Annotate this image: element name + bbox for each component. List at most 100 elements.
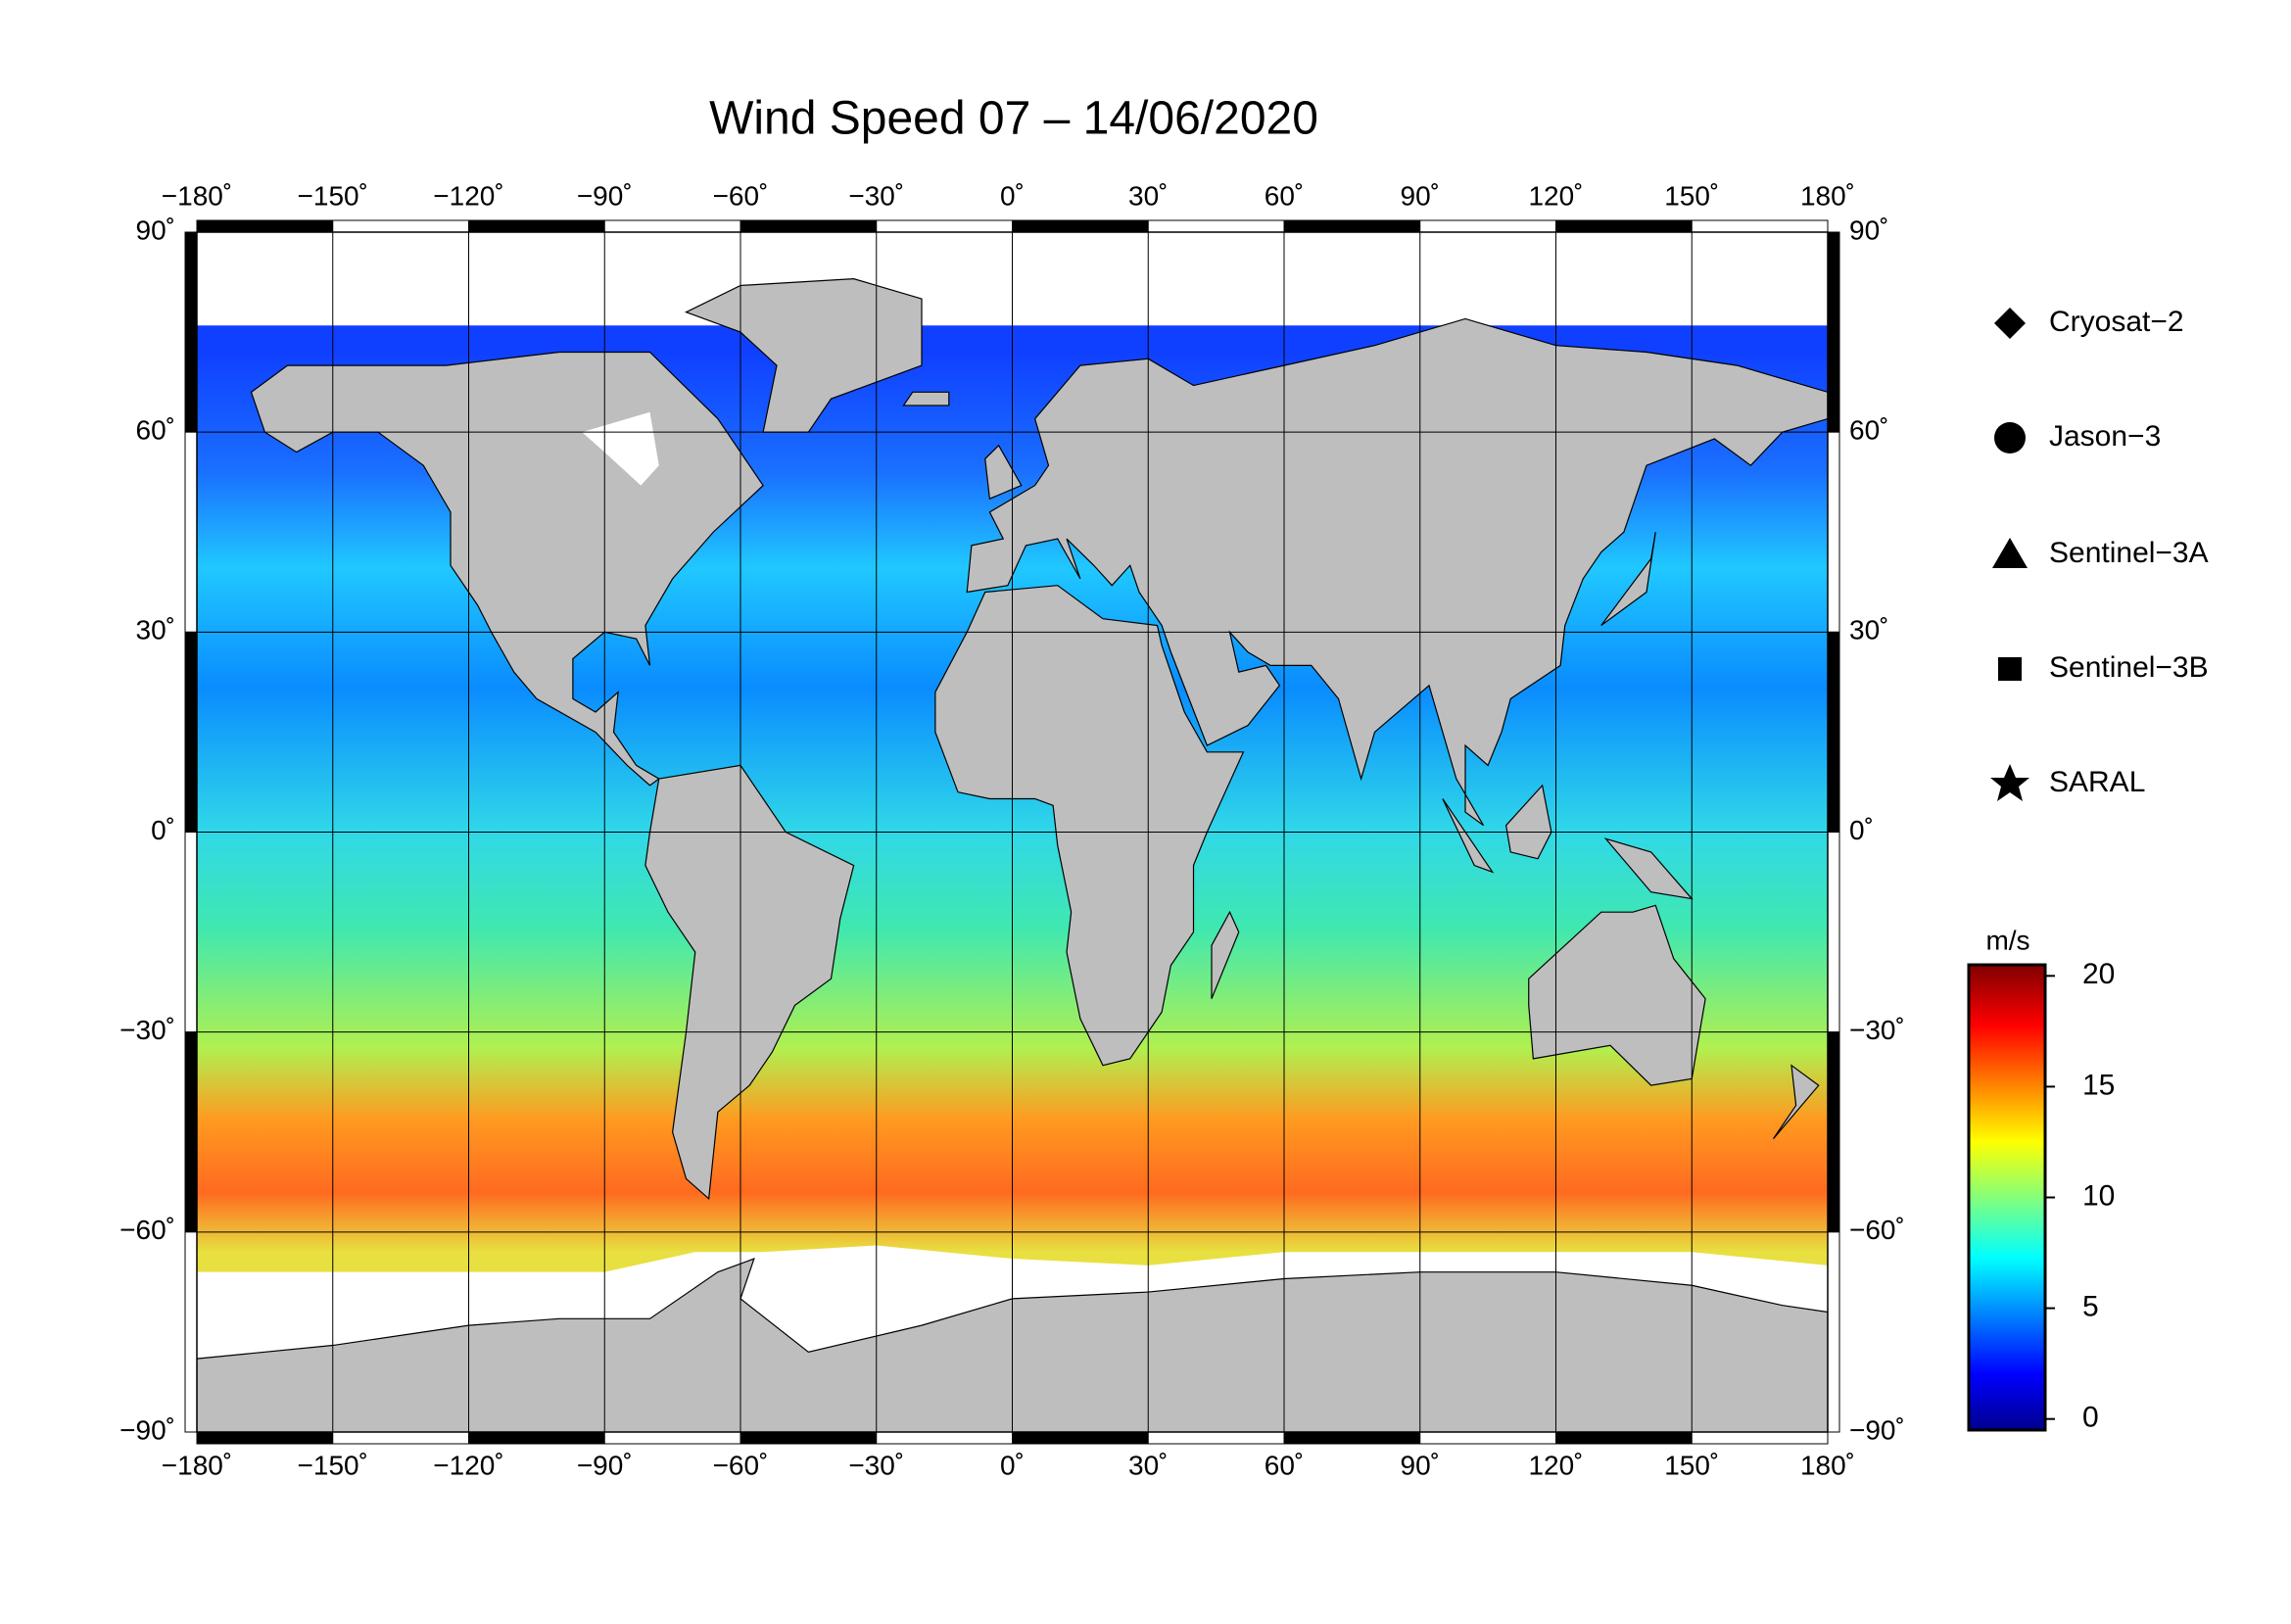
colorbar-tick-label: 10	[2082, 1179, 2115, 1212]
x-tick-label: −150˚	[298, 180, 368, 211]
x-tick-label: −60˚	[713, 180, 769, 211]
legend-label: SARAL	[2049, 766, 2145, 798]
y-tick-label: −30˚	[119, 1015, 175, 1045]
y-tick-label: 30˚	[1849, 615, 1888, 645]
y-tick-label: 90˚	[136, 215, 175, 245]
legend-label: Cryosat−2	[2049, 306, 2184, 338]
frame-bar	[740, 219, 878, 233]
colorbar-label: m/s	[1985, 925, 2029, 955]
x-tick-label: −90˚	[577, 1450, 633, 1480]
frame-bar	[184, 631, 198, 833]
frame-bar	[876, 219, 1013, 233]
frame-bar	[1691, 219, 1829, 233]
legend-label: Sentinel−3B	[2049, 651, 2209, 684]
x-tick-label: 180˚	[1800, 180, 1855, 211]
y-tick-label: 60˚	[1849, 415, 1888, 446]
eurasia	[967, 318, 1828, 825]
frame-bar	[184, 1231, 198, 1433]
colorbar-tick-label: 20	[2082, 958, 2115, 990]
y-tick-label: 60˚	[136, 415, 175, 446]
frame-bar	[468, 219, 605, 233]
legend-label: Jason−3	[2049, 420, 2161, 453]
x-tick-label: −120˚	[433, 180, 503, 211]
frame-bar	[184, 431, 198, 633]
frame-bar	[1283, 1431, 1421, 1445]
frame-bar	[876, 1431, 1013, 1445]
y-tick-label: 0˚	[1849, 815, 1874, 845]
x-tick-label: 0˚	[1000, 180, 1025, 211]
x-tick-label: −180˚	[162, 1450, 232, 1480]
frame-bar	[603, 219, 741, 233]
frame-bar	[184, 231, 198, 433]
frame-bar	[1827, 231, 1840, 433]
greenland	[687, 279, 923, 433]
legend-symbol	[1998, 657, 2022, 681]
x-tick-label: 150˚	[1664, 180, 1719, 211]
map-frame	[196, 231, 1829, 1433]
x-tick-label: −60˚	[713, 1450, 769, 1480]
x-tick-label: 0˚	[1000, 1450, 1025, 1480]
x-tick-label: 30˚	[1128, 1450, 1168, 1480]
y-tick-label: −90˚	[119, 1414, 175, 1445]
x-tick-label: 30˚	[1128, 180, 1168, 211]
x-tick-label: 120˚	[1528, 1450, 1583, 1480]
frame-bar	[332, 219, 469, 233]
frame-bar	[468, 1431, 605, 1445]
frame-bar	[1691, 1431, 1829, 1445]
chart-title: Wind Speed 07 – 14/06/2020	[709, 93, 1318, 145]
y-tick-label: −60˚	[119, 1215, 175, 1245]
colorbar-tick-label: 15	[2082, 1069, 2115, 1101]
iceland	[904, 392, 949, 406]
legend-symbol	[1992, 538, 2028, 568]
colorbar-tick-label: 5	[2082, 1291, 2099, 1323]
australia	[1529, 905, 1705, 1085]
colorbar-gradient	[1967, 963, 2047, 1432]
frame-bar	[1827, 832, 1840, 1033]
frame-bar	[1827, 1231, 1840, 1433]
frame-bar	[332, 1431, 469, 1445]
new-zealand	[1774, 1066, 1819, 1139]
frame-bar	[1555, 219, 1693, 233]
legend	[1990, 308, 2029, 801]
y-tick-label: −90˚	[1849, 1414, 1905, 1445]
south-america	[645, 765, 854, 1198]
x-tick-label: 120˚	[1528, 180, 1583, 211]
x-tick-label: 180˚	[1800, 1450, 1855, 1480]
legend-symbol	[1990, 764, 2029, 801]
y-tick-label: 0˚	[151, 815, 175, 845]
borneo	[1506, 786, 1551, 859]
frame-bar	[1147, 219, 1285, 233]
frame-bar	[1419, 219, 1556, 233]
hudson-bay	[582, 411, 659, 486]
x-tick-label: 60˚	[1265, 1450, 1304, 1480]
x-tick-label: 150˚	[1664, 1450, 1719, 1480]
y-tick-label: −30˚	[1849, 1015, 1905, 1045]
frame-bar	[1012, 1431, 1149, 1445]
legend-symbol	[1994, 308, 2026, 339]
x-tick-label: −90˚	[577, 180, 633, 211]
x-tick-label: −30˚	[848, 180, 904, 211]
frame-bar	[1827, 631, 1840, 833]
frame-bar	[1555, 1431, 1693, 1445]
y-tick-label: 90˚	[1849, 215, 1888, 245]
madagascar	[1212, 912, 1239, 998]
frame-bar	[1147, 1431, 1285, 1445]
y-tick-label: −60˚	[1849, 1215, 1905, 1245]
frame-bar	[740, 1431, 878, 1445]
frame-bar	[1827, 431, 1840, 633]
legend-label: Sentinel−3A	[2049, 537, 2209, 569]
japan	[1601, 532, 1656, 625]
frame-bar	[603, 1431, 741, 1445]
y-tick-label: 30˚	[136, 615, 175, 645]
map-axes: −180˚ −180˚ −150˚ −150˚ −120˚ −120˚ −90˚ −90˚ −6…	[119, 180, 1905, 1480]
x-tick-label: 90˚	[1401, 180, 1440, 211]
colorbar: m/s 0 5 10 15 20	[1967, 925, 2115, 1434]
colorbar-tick-label: 0	[2082, 1402, 2099, 1434]
frame-bar	[1283, 219, 1421, 233]
x-tick-label: 60˚	[1265, 180, 1304, 211]
frame-bar	[1419, 1431, 1556, 1445]
frame-bar	[196, 1431, 334, 1445]
frame-bar	[1012, 219, 1149, 233]
